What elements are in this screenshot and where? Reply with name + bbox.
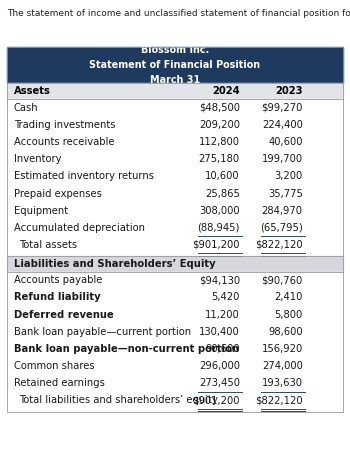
Text: Total assets: Total assets — [19, 240, 77, 250]
Text: The statement of income and unclassified statement of financial position for Blo: The statement of income and unclassified… — [7, 9, 350, 18]
Text: 40,600: 40,600 — [268, 137, 303, 147]
Text: Retained earnings: Retained earnings — [14, 378, 105, 388]
Text: Accounts payable: Accounts payable — [14, 275, 102, 285]
Text: 2024: 2024 — [212, 86, 240, 96]
Text: 296,000: 296,000 — [199, 361, 240, 371]
Text: 273,450: 273,450 — [199, 378, 240, 388]
Text: 35,775: 35,775 — [268, 189, 303, 198]
Text: Bank loan payable—non-current portion: Bank loan payable—non-current portion — [14, 344, 239, 354]
Text: $822,120: $822,120 — [255, 240, 303, 250]
Text: 2,410: 2,410 — [274, 292, 303, 302]
Text: Accounts receivable: Accounts receivable — [14, 137, 114, 147]
Text: (65,795): (65,795) — [260, 223, 303, 233]
Text: Cash: Cash — [14, 103, 38, 113]
Text: Common shares: Common shares — [14, 361, 94, 371]
Text: $99,270: $99,270 — [261, 103, 303, 113]
Text: 112,800: 112,800 — [199, 137, 240, 147]
Text: $94,130: $94,130 — [199, 275, 240, 285]
Text: 10,600: 10,600 — [205, 171, 240, 181]
Text: 90,600: 90,600 — [205, 344, 240, 354]
Text: Prepaid expenses: Prepaid expenses — [14, 189, 102, 198]
Text: 284,970: 284,970 — [262, 206, 303, 216]
Text: Equipment: Equipment — [14, 206, 68, 216]
Text: Deferred revenue: Deferred revenue — [14, 310, 114, 320]
Text: 308,000: 308,000 — [199, 206, 240, 216]
Text: Refund liability: Refund liability — [14, 292, 101, 302]
Text: Accumulated depreciation: Accumulated depreciation — [14, 223, 145, 233]
Text: Blossom Inc.
Statement of Financial Position
March 31: Blossom Inc. Statement of Financial Posi… — [90, 45, 260, 86]
Text: 11,200: 11,200 — [205, 310, 240, 320]
Text: 25,865: 25,865 — [205, 189, 240, 198]
Text: $901,200: $901,200 — [192, 395, 240, 405]
Text: (88,945): (88,945) — [197, 223, 240, 233]
Text: Trading investments: Trading investments — [14, 120, 116, 130]
Text: 5,420: 5,420 — [211, 292, 240, 302]
Text: $901,200: $901,200 — [192, 240, 240, 250]
Text: 274,000: 274,000 — [262, 361, 303, 371]
Text: 156,920: 156,920 — [261, 344, 303, 354]
Text: Total liabilities and shareholders’ equity: Total liabilities and shareholders’ equi… — [19, 395, 218, 405]
Text: 199,700: 199,700 — [262, 154, 303, 164]
Text: 275,180: 275,180 — [199, 154, 240, 164]
Text: Estimated inventory returns: Estimated inventory returns — [14, 171, 154, 181]
Text: Liabilities and Shareholders’ Equity: Liabilities and Shareholders’ Equity — [14, 259, 216, 269]
Text: $822,120: $822,120 — [255, 395, 303, 405]
Text: 130,400: 130,400 — [199, 327, 240, 337]
Text: 193,630: 193,630 — [262, 378, 303, 388]
Text: Assets: Assets — [14, 86, 51, 96]
Text: Bank loan payable—current portion: Bank loan payable—current portion — [14, 327, 191, 337]
Text: 209,200: 209,200 — [199, 120, 240, 130]
Text: 3,200: 3,200 — [274, 171, 303, 181]
Text: $48,500: $48,500 — [199, 103, 240, 113]
Text: Inventory: Inventory — [14, 154, 62, 164]
Text: 224,400: 224,400 — [262, 120, 303, 130]
Text: 2023: 2023 — [275, 86, 303, 96]
Text: $90,760: $90,760 — [261, 275, 303, 285]
Text: 5,800: 5,800 — [274, 310, 303, 320]
Text: 98,600: 98,600 — [268, 327, 303, 337]
